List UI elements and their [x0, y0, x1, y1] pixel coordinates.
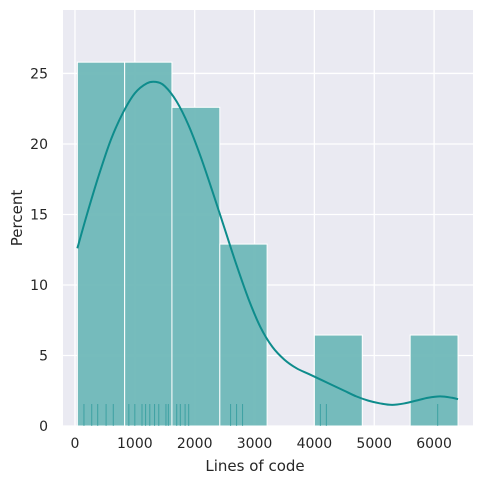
- x-tick-label: 6000: [416, 436, 452, 452]
- y-tick-label: 0: [39, 419, 48, 435]
- x-tick-label: 0: [71, 436, 80, 452]
- histogram-bar: [124, 61, 173, 427]
- x-axis-label: Lines of code: [205, 457, 304, 475]
- kde-curve: [76, 80, 459, 406]
- y-tick-label: 15: [30, 207, 48, 223]
- x-tick-label: 3000: [237, 436, 273, 452]
- y-tick-labels: 0 5 10 15 20 25: [30, 66, 48, 435]
- histogram-bars: [76, 61, 459, 427]
- x-tick-label: 2000: [177, 436, 213, 452]
- y-tick-label: 10: [30, 278, 48, 294]
- x-tick-label: 5000: [356, 436, 392, 452]
- histogram-bar: [219, 243, 268, 427]
- y-tick-label: 5: [39, 348, 48, 364]
- y-axis-label: Percent: [8, 190, 26, 247]
- histogram-bar: [76, 61, 126, 427]
- histogram-bar: [171, 106, 221, 427]
- x-tick-label: 1000: [117, 436, 153, 452]
- x-tick-label: 4000: [297, 436, 333, 452]
- y-tick-label: 20: [30, 137, 48, 153]
- rug-marks: [83, 404, 439, 426]
- histogram-bar: [409, 334, 459, 427]
- y-tick-label: 25: [30, 66, 48, 82]
- x-tick-labels: 0 1000 2000 3000 4000 5000 6000: [71, 436, 452, 452]
